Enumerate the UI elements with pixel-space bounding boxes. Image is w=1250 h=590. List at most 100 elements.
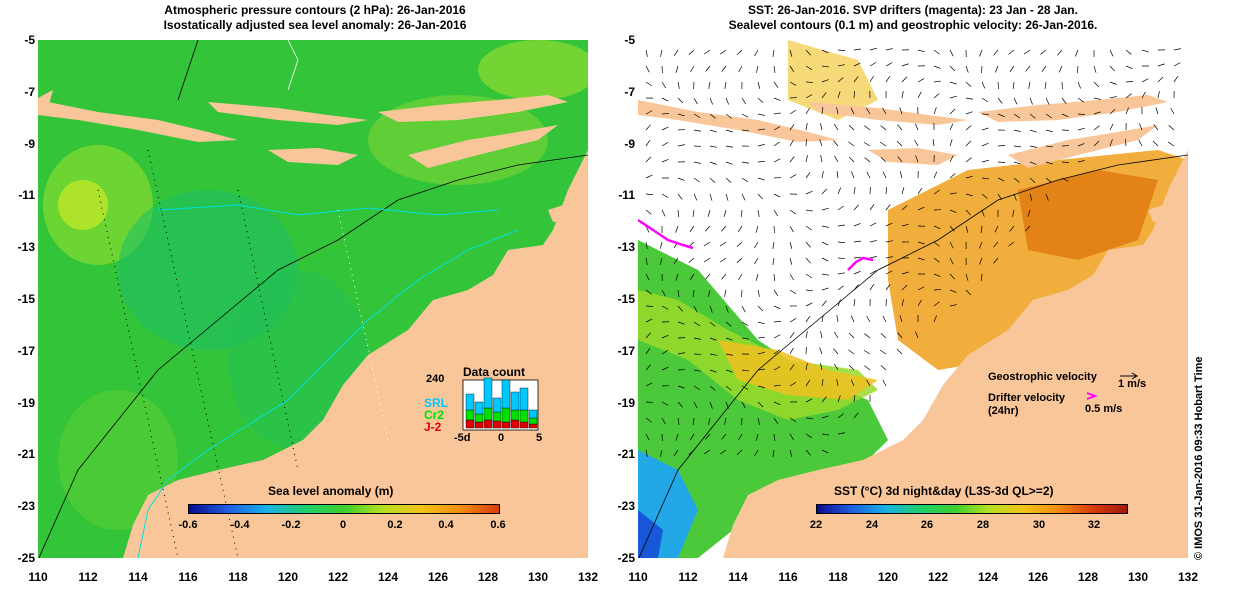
velocity-arrow <box>741 385 749 390</box>
velocity-arrow <box>901 271 909 275</box>
velocity-arrow <box>1061 113 1069 118</box>
velocity-arrow <box>869 270 877 275</box>
velocity-arrow <box>773 433 776 441</box>
velocity-arrow <box>949 257 954 265</box>
velocity-arrow <box>789 433 794 441</box>
imos-credit: © IMOS 31-Jan-2016 09:33 Hobart Time <box>1193 356 1205 560</box>
velocity-arrow <box>866 315 871 323</box>
velocity-arrow <box>981 142 989 147</box>
velocity-arrow <box>1093 140 1100 147</box>
right-cbar-tick-4: 30 <box>1032 519 1046 531</box>
velocity-arrow <box>805 225 812 231</box>
velocity-arrow <box>693 385 701 391</box>
velocity-arrow <box>659 241 663 249</box>
velocity-arrow <box>1093 111 1101 115</box>
velocity-arrow <box>1024 49 1031 55</box>
velocity-arrow <box>789 417 797 422</box>
velocity-arrow <box>721 65 727 72</box>
velocity-arrow <box>915 155 919 163</box>
velocity-arrow <box>741 401 746 409</box>
velocity-arrow <box>737 225 743 233</box>
velocity-arrow <box>805 273 813 279</box>
velocity-arrow <box>949 273 955 280</box>
velocity-arrow <box>1041 65 1047 72</box>
velocity-arrow <box>661 289 666 297</box>
velocity-arrow <box>741 113 749 118</box>
velocity-arrow <box>1013 177 1020 183</box>
velocity-arrow <box>848 141 855 147</box>
right-colorbar-title: SST (°C) 3d night&day (L3S-3d QL>=2) <box>834 484 1054 498</box>
right-title-line1: SST: 26-Jan-2016. SVP drifters (magenta)… <box>748 3 1078 17</box>
velocity-arrow <box>1077 81 1081 89</box>
velocity-arrow <box>693 177 700 183</box>
velocity-arrow <box>789 347 794 355</box>
velocity-arrow <box>705 225 711 232</box>
histogram-bar <box>519 387 529 411</box>
velocity-arrow <box>821 273 829 276</box>
velocity-arrow <box>1109 139 1113 147</box>
left-cbar-tick-5: 0.4 <box>438 519 454 531</box>
velocity-arrow <box>755 273 759 281</box>
velocity-arrow <box>965 225 969 233</box>
velocity-arrow <box>853 240 861 243</box>
velocity-arrow <box>725 353 733 356</box>
velocity-arrow <box>851 171 855 179</box>
histogram-bar <box>465 409 475 421</box>
velocity-arrow <box>675 65 679 73</box>
velocity-arrow <box>821 449 829 454</box>
velocity-arrow <box>773 384 781 387</box>
velocity-arrow <box>821 287 829 291</box>
velocity-arrow <box>805 209 813 212</box>
velocity-arrow <box>645 257 648 265</box>
velocity-arrow <box>1012 81 1015 89</box>
velocity-arrow <box>914 139 919 147</box>
velocity-arrow <box>645 273 650 281</box>
velocity-arrow <box>661 126 669 131</box>
velocity-arrow <box>879 349 887 355</box>
velocity-arrow <box>837 205 844 211</box>
velocity-arrow <box>837 64 845 67</box>
velocity-arrow <box>901 284 908 291</box>
velocity-arrow <box>705 273 711 280</box>
velocity-arrow <box>819 139 823 147</box>
legend-geostrophic-arrow <box>1120 372 1138 380</box>
velocity-arrow <box>917 257 925 261</box>
velocity-arrow <box>805 315 811 323</box>
velocity-arrow <box>1029 97 1033 105</box>
velocity-arrow <box>1044 81 1047 89</box>
velocity-arrow <box>677 305 683 312</box>
left-xtick-1: 112 <box>78 570 98 584</box>
velocity-arrow <box>741 177 749 183</box>
velocity-arrow <box>773 126 781 131</box>
velocity-arrow <box>724 417 727 425</box>
velocity-arrow <box>677 417 680 425</box>
velocity-arrow <box>738 433 743 441</box>
velocity-arrow <box>896 348 903 355</box>
left-cbar-tick-4: 0.2 <box>387 519 403 531</box>
velocity-arrow <box>741 193 746 201</box>
velocity-arrow <box>1109 96 1117 99</box>
velocity-arrow <box>757 321 765 325</box>
velocity-arrow <box>1013 193 1017 201</box>
velocity-arrow <box>741 97 746 105</box>
velocity-arrow <box>736 241 743 248</box>
velocity-arrow <box>805 190 813 195</box>
velocity-arrow <box>757 305 764 312</box>
velocity-arrow <box>965 289 972 296</box>
velocity-arrow <box>933 49 940 55</box>
velocity-arrow <box>932 139 935 147</box>
velocity-arrow <box>645 140 651 147</box>
velocity-arrow <box>833 123 839 131</box>
velocity-arrow <box>1077 143 1085 147</box>
velocity-arrow <box>821 433 829 436</box>
velocity-arrow <box>645 49 648 57</box>
velocity-arrow <box>720 49 727 55</box>
velocity-arrow <box>949 173 956 179</box>
velocity-arrow <box>949 108 956 115</box>
velocity-arrow <box>773 273 776 281</box>
left-cbar-tick-6: 0.6 <box>490 519 506 531</box>
velocity-arrow <box>949 155 954 163</box>
velocity-arrow <box>1013 161 1021 165</box>
velocity-arrow <box>1173 75 1179 83</box>
velocity-arrow <box>688 49 695 55</box>
